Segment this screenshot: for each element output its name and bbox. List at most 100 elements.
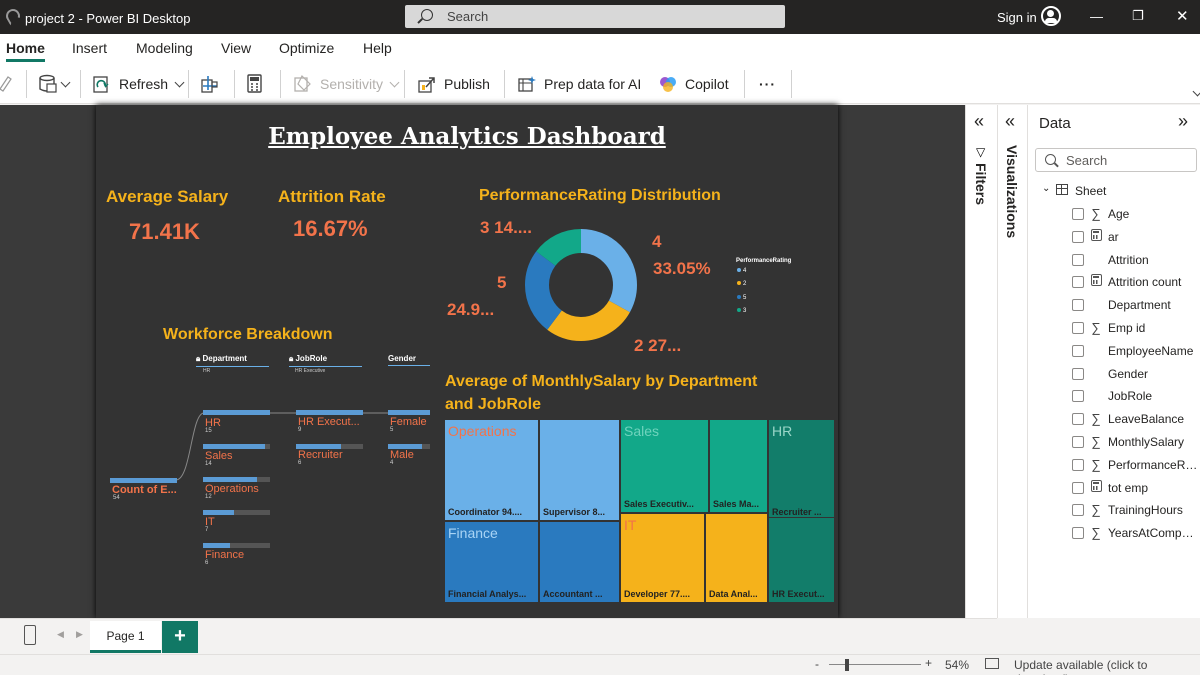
legend-item-2[interactable]: 2	[737, 281, 746, 287]
legend-item-4[interactable]: 4	[737, 268, 746, 274]
next-page-icon[interactable]: ▶	[76, 629, 83, 639]
treemap-cell-sales-executive[interactable]: Sales Sales Executiv...	[620, 419, 709, 513]
decomp-header-gender[interactable]: Gender	[388, 354, 430, 366]
decomp-bar-root[interactable]	[110, 478, 177, 483]
field-row[interactable]: ∑ Emp id	[1072, 319, 1200, 339]
tab-modeling[interactable]: Modeling	[136, 40, 193, 56]
data-search-input[interactable]: Search	[1035, 148, 1197, 172]
treemap-cell-financial-analyst[interactable]: Finance Financial Analys...	[444, 521, 539, 603]
field-row[interactable]: EmployeeName	[1072, 342, 1200, 362]
filters-pane-collapsed[interactable]: « ▽ Filters	[965, 105, 997, 618]
expand-visualizations-icon[interactable]: «	[1005, 111, 1016, 131]
sensitivity-button[interactable]: Sensitivity	[294, 72, 400, 96]
legend-item-5[interactable]: 5	[737, 295, 746, 301]
tab-help[interactable]: Help	[363, 40, 392, 56]
decomp-bar-recruiter[interactable]	[296, 444, 363, 449]
field-row[interactable]: ∑ YearsAtCompany	[1072, 524, 1200, 544]
donut-slice-2[interactable]	[525, 229, 637, 341]
filters-label[interactable]: Filters	[973, 163, 989, 206]
more-options-button[interactable]: ···	[759, 76, 776, 92]
field-checkbox[interactable]	[1072, 436, 1084, 448]
field-checkbox[interactable]	[1072, 527, 1084, 540]
publish-button[interactable]: Publish	[418, 72, 490, 96]
field-row[interactable]: Gender	[1072, 365, 1200, 385]
visualizations-label[interactable]: Visualizations	[1004, 145, 1020, 239]
donut-slice-5[interactable]	[525, 229, 637, 341]
decomp-gender-female[interactable]: Female	[390, 416, 427, 428]
decomp-dept-hr[interactable]: HR	[205, 417, 221, 429]
field-row[interactable]: ar	[1072, 228, 1200, 248]
zoom-slider-thumb[interactable]	[845, 659, 849, 671]
page-tab-page-1[interactable]: Page 1	[90, 621, 161, 653]
new-measure-button[interactable]	[246, 72, 264, 96]
add-page-button[interactable]: +	[162, 621, 198, 653]
transform-data-button[interactable]	[200, 72, 220, 96]
treemap-cell-accountant[interactable]: Accountant ...	[539, 521, 620, 603]
zoom-in-icon[interactable]: +	[925, 656, 933, 670]
field-row[interactable]: JobRole	[1072, 387, 1200, 407]
decomp-dept-it[interactable]: IT	[205, 516, 215, 528]
collapse-data-pane-icon[interactable]: »	[1178, 111, 1189, 131]
tab-insert[interactable]: Insert	[72, 40, 108, 56]
get-data-button[interactable]	[38, 72, 71, 96]
legend-item-3[interactable]: 3	[737, 308, 746, 314]
visualizations-pane-collapsed[interactable]: « Visualizations	[997, 105, 1027, 618]
field-row[interactable]: ∑ TrainingHours	[1072, 501, 1200, 521]
decomp-role-hr-executive[interactable]: HR Execut...	[298, 416, 360, 428]
decomp-bar-it[interactable]	[203, 510, 270, 515]
fit-to-page-icon[interactable]	[985, 658, 999, 669]
table-node-sheet[interactable]: ⌄ Sheet	[1042, 183, 1192, 201]
decomp-dept-sales[interactable]: Sales	[205, 450, 233, 462]
prev-page-icon[interactable]: ◀	[57, 629, 64, 639]
tab-optimize[interactable]: Optimize	[279, 40, 335, 56]
decomp-role-recruiter[interactable]: Recruiter	[298, 449, 343, 461]
field-checkbox[interactable]	[1072, 458, 1084, 471]
decomp-bar-hr-executive[interactable]	[296, 410, 363, 415]
refresh-button[interactable]: Refresh	[93, 72, 185, 96]
field-row[interactable]: ∑ PerformanceRat...	[1072, 456, 1200, 476]
field-checkbox[interactable]	[1072, 253, 1084, 266]
sign-in-link[interactable]: Sign in	[997, 10, 1037, 25]
field-checkbox[interactable]	[1072, 390, 1084, 403]
decomp-gender-male[interactable]: Male	[390, 449, 414, 461]
prep-data-for-ai-button[interactable]: Prep data for AI	[518, 72, 641, 96]
zoom-level[interactable]: 54%	[945, 658, 970, 672]
field-row[interactable]: Attrition	[1072, 251, 1200, 271]
expand-filters-icon[interactable]: «	[974, 111, 985, 131]
treemap-chart[interactable]: Operations Coordinator 94.... Supervisor…	[444, 419, 835, 603]
global-search-input[interactable]: Search	[405, 5, 785, 28]
field-checkbox[interactable]	[1072, 276, 1084, 289]
field-row[interactable]: tot emp	[1072, 479, 1200, 499]
treemap-cell-data-analyst[interactable]: Data Anal...	[705, 513, 768, 603]
field-checkbox[interactable]	[1072, 413, 1084, 426]
chevron-down-icon[interactable]: ⌄	[1042, 183, 1051, 194]
field-row[interactable]: ∑ MonthlySalary	[1072, 433, 1200, 453]
format-painter-icon[interactable]	[0, 72, 12, 96]
decomp-bar-male[interactable]	[388, 444, 430, 449]
field-checkbox[interactable]	[1072, 208, 1084, 220]
tab-home[interactable]: Home	[6, 40, 45, 62]
decomp-header-department[interactable]: 🔒︎ Department	[196, 354, 269, 367]
update-available-link[interactable]: Update available (click to download)	[1014, 658, 1148, 675]
zoom-out-icon[interactable]: -	[815, 657, 819, 671]
copilot-button[interactable]: Copilot	[659, 72, 729, 96]
restore-icon[interactable]: ❐	[1132, 8, 1144, 23]
tab-view[interactable]: View	[221, 40, 252, 56]
field-checkbox[interactable]	[1072, 367, 1084, 380]
treemap-cell-developer[interactable]: IT Developer 77....	[620, 513, 705, 603]
field-checkbox[interactable]	[1072, 481, 1084, 494]
mobile-layout-icon[interactable]	[24, 625, 36, 645]
decomp-bar-hr[interactable]	[203, 410, 270, 415]
field-row[interactable]: ∑ LeaveBalance	[1072, 410, 1200, 430]
account-avatar-icon[interactable]	[1041, 6, 1061, 26]
field-row[interactable]: Attrition count	[1072, 273, 1200, 293]
donut-slice-3[interactable]	[525, 229, 637, 341]
field-checkbox[interactable]	[1072, 299, 1084, 312]
field-row[interactable]: Department	[1072, 296, 1200, 316]
decomp-bar-sales[interactable]	[203, 444, 270, 449]
field-checkbox[interactable]	[1072, 504, 1084, 517]
decomp-bar-finance[interactable]	[203, 543, 270, 548]
minimize-icon[interactable]: —	[1090, 9, 1103, 24]
treemap-cell-hr-executive[interactable]: HR Execut...	[768, 517, 835, 603]
collapse-ribbon-icon[interactable]	[1192, 86, 1200, 97]
